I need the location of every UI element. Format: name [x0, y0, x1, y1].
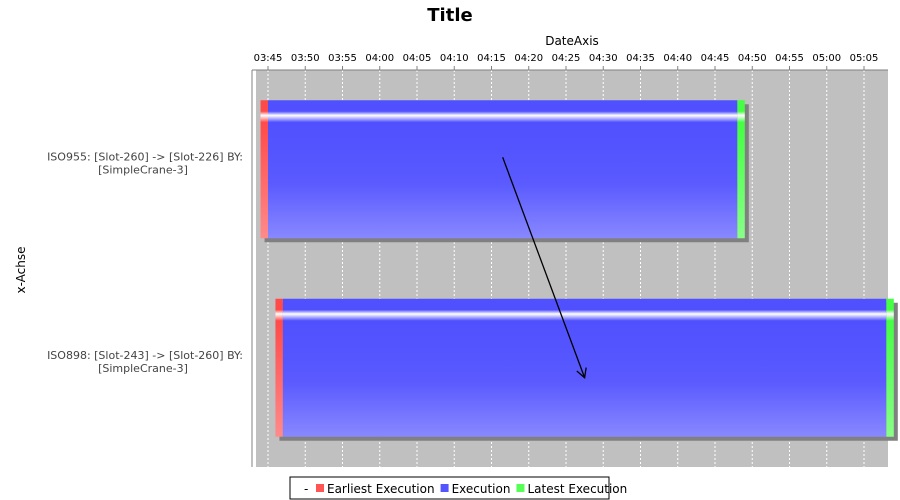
category-label: ISO898: [Slot-243] -> [Slot-260] BY: — [47, 349, 243, 362]
x-tick-label: 04:45 — [701, 53, 730, 64]
x-tick-label: 05:00 — [812, 53, 841, 64]
legend-swatch — [440, 484, 449, 492]
chart-title: Title — [427, 5, 472, 26]
legend-label: Execution — [452, 482, 511, 496]
x-tick-label: 04:05 — [403, 53, 432, 64]
legend-label: Latest Execution — [527, 482, 627, 496]
y-axis-label: x-Achse — [14, 246, 28, 293]
legend-swatch — [516, 484, 525, 492]
x-tick-label: 04:55 — [775, 53, 804, 64]
x-tick-label: 04:35 — [626, 53, 655, 64]
x-tick-label: 04:30 — [589, 53, 618, 64]
dependency-arrows — [502, 157, 587, 380]
legend-prefix: - — [304, 482, 308, 496]
category-label: [SimpleCrane-3] — [98, 163, 188, 176]
x-tick-label: 04:00 — [365, 53, 394, 64]
category-labels: ISO955: [Slot-260] -> [Slot-226] BY:[Sim… — [47, 150, 243, 375]
x-tick-label: 04:20 — [514, 53, 543, 64]
legend: - Earliest Execution Execution Latest Exec… — [289, 476, 627, 500]
category-label: [SimpleCrane-3] — [98, 362, 188, 375]
x-tick-label: 04:15 — [477, 53, 506, 64]
bar-execution — [268, 100, 738, 239]
bar-latest-execution — [737, 100, 745, 239]
x-tick-label: 03:55 — [328, 53, 357, 64]
x-tick-label: 05:05 — [850, 53, 879, 64]
x-tick-label: 04:25 — [552, 53, 581, 64]
legend-box — [289, 476, 610, 500]
x-tick-label: 03:45 — [254, 53, 283, 64]
bar-earliest-execution — [275, 298, 283, 437]
x-axis-ticks: 03:45 03:50 03:55 04:00 04:05 04:10 04:15 04:20… — [254, 53, 879, 70]
x-tick-label: 04:50 — [738, 53, 767, 64]
x-tick-label: 04:10 — [440, 53, 469, 64]
bar-earliest-execution — [260, 100, 268, 239]
x-tick-label: 04:40 — [663, 53, 692, 64]
bar-execution — [282, 298, 887, 437]
bar-latest-execution — [886, 298, 894, 437]
category-label: ISO955: [Slot-260] -> [Slot-226] BY: — [47, 150, 243, 163]
x-axis-label: DateAxis — [545, 34, 599, 48]
legend-label: Earliest Execution — [327, 482, 435, 496]
x-tick-label: 03:50 — [291, 53, 320, 64]
dependency-arrow — [502, 157, 587, 380]
legend-swatch — [316, 484, 324, 492]
